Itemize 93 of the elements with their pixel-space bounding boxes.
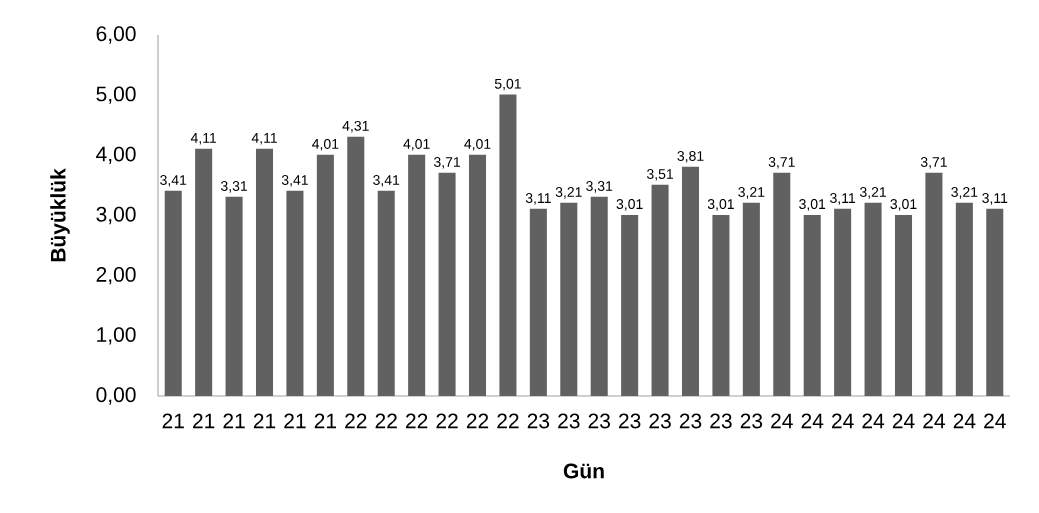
bar (986, 208, 1004, 396)
x-tick-label: 22 (345, 413, 367, 429)
data-label: 3,31 (586, 181, 613, 193)
data-label: 5,01 (494, 78, 521, 91)
data-label: 3,41 (281, 175, 308, 187)
x-tick-label: 23 (740, 413, 763, 429)
x-tick-label: 21 (162, 413, 184, 429)
bar (195, 148, 213, 396)
data-label: 4,11 (251, 133, 277, 145)
bar (590, 196, 608, 396)
bar (803, 214, 821, 396)
x-tick-label: 24 (984, 413, 1006, 429)
x-tick-label: 23 (649, 413, 671, 429)
x-tick-label: 23 (710, 413, 732, 429)
data-label: 3,21 (738, 187, 765, 199)
x-tick-label: 21 (253, 413, 276, 429)
x-tick-label: 22 (406, 413, 428, 429)
data-label: 3,11 (830, 193, 856, 205)
data-label: 3,01 (616, 199, 643, 211)
bar (621, 214, 639, 396)
y-tick-label: 2,00 (96, 266, 136, 285)
bar (651, 184, 669, 396)
y-tick-label: 6,00 (96, 26, 136, 44)
x-tick-label: 23 (679, 413, 702, 429)
x-tick-label: 21 (284, 413, 306, 429)
data-label: 3,21 (951, 187, 978, 199)
bar (834, 208, 852, 396)
x-axis-title: Gün (563, 463, 604, 479)
data-label: 3,31 (220, 181, 248, 193)
bar (377, 190, 395, 396)
data-label: 3,11 (982, 193, 1008, 205)
bar (438, 172, 456, 396)
x-tick-label: 21 (223, 413, 245, 429)
bar (681, 166, 700, 396)
x-tick-label: 24 (892, 413, 915, 429)
x-tick-label: 23 (619, 413, 641, 429)
y-tick-label: 1,00 (97, 327, 136, 345)
data-label: 3,21 (859, 187, 887, 199)
data-label: 3,41 (373, 175, 400, 187)
x-tick-label: 22 (466, 413, 489, 429)
bar (255, 148, 274, 396)
bar (712, 214, 730, 396)
x-tick-label: 24 (771, 413, 793, 429)
bar (742, 202, 760, 396)
bar (316, 154, 334, 396)
bar (225, 196, 243, 396)
bar (347, 136, 365, 396)
data-label: 3,41 (160, 175, 187, 187)
x-tick-label: 21 (193, 413, 215, 429)
y-tick-label: 0,00 (96, 387, 136, 405)
data-label: 4,31 (342, 120, 369, 133)
bar (468, 154, 487, 396)
bar (164, 190, 182, 396)
data-label: 3,01 (707, 199, 734, 211)
data-label: 3,71 (768, 157, 795, 169)
data-label: 4,01 (312, 138, 339, 151)
y-axis-title: Büyüklük (50, 168, 70, 262)
x-tick-label: 24 (923, 413, 945, 429)
data-label: 3,51 (646, 169, 674, 181)
x-tick-label: 24 (832, 413, 854, 429)
bar (560, 202, 578, 396)
data-label: 3,11 (525, 193, 551, 205)
x-tick-label: 24 (801, 413, 824, 429)
x-tick-label: 23 (588, 413, 610, 429)
bar (286, 190, 304, 396)
x-tick-label: 21 (314, 413, 337, 429)
x-tick-label: 24 (953, 413, 976, 429)
data-label: 4,01 (403, 138, 430, 151)
bar (955, 202, 973, 396)
data-label: 4,11 (190, 133, 217, 145)
data-label: 3,81 (677, 150, 704, 163)
bar (894, 214, 913, 396)
x-tick-label: 22 (375, 413, 397, 429)
y-tick-label: 3,00 (96, 206, 136, 225)
data-label: 4,01 (464, 138, 491, 151)
bar (529, 208, 547, 396)
data-label: 3,71 (433, 157, 461, 169)
x-tick-label: 23 (527, 413, 550, 429)
x-tick-label: 23 (558, 413, 580, 429)
x-tick-label: 22 (497, 413, 519, 429)
data-label: 3,71 (920, 157, 947, 169)
y-tick-label: 4,00 (96, 146, 136, 164)
bar (864, 202, 882, 396)
data-label: 3,01 (799, 199, 826, 211)
data-label: 3,21 (555, 187, 582, 199)
x-tick-label: 24 (862, 413, 885, 429)
data-label: 3,01 (890, 199, 917, 211)
bar (408, 154, 426, 396)
bar (925, 172, 943, 396)
y-tick-label: 5,00 (96, 86, 136, 104)
bar (499, 94, 517, 396)
bar (773, 172, 791, 396)
x-tick-label: 22 (436, 413, 458, 429)
